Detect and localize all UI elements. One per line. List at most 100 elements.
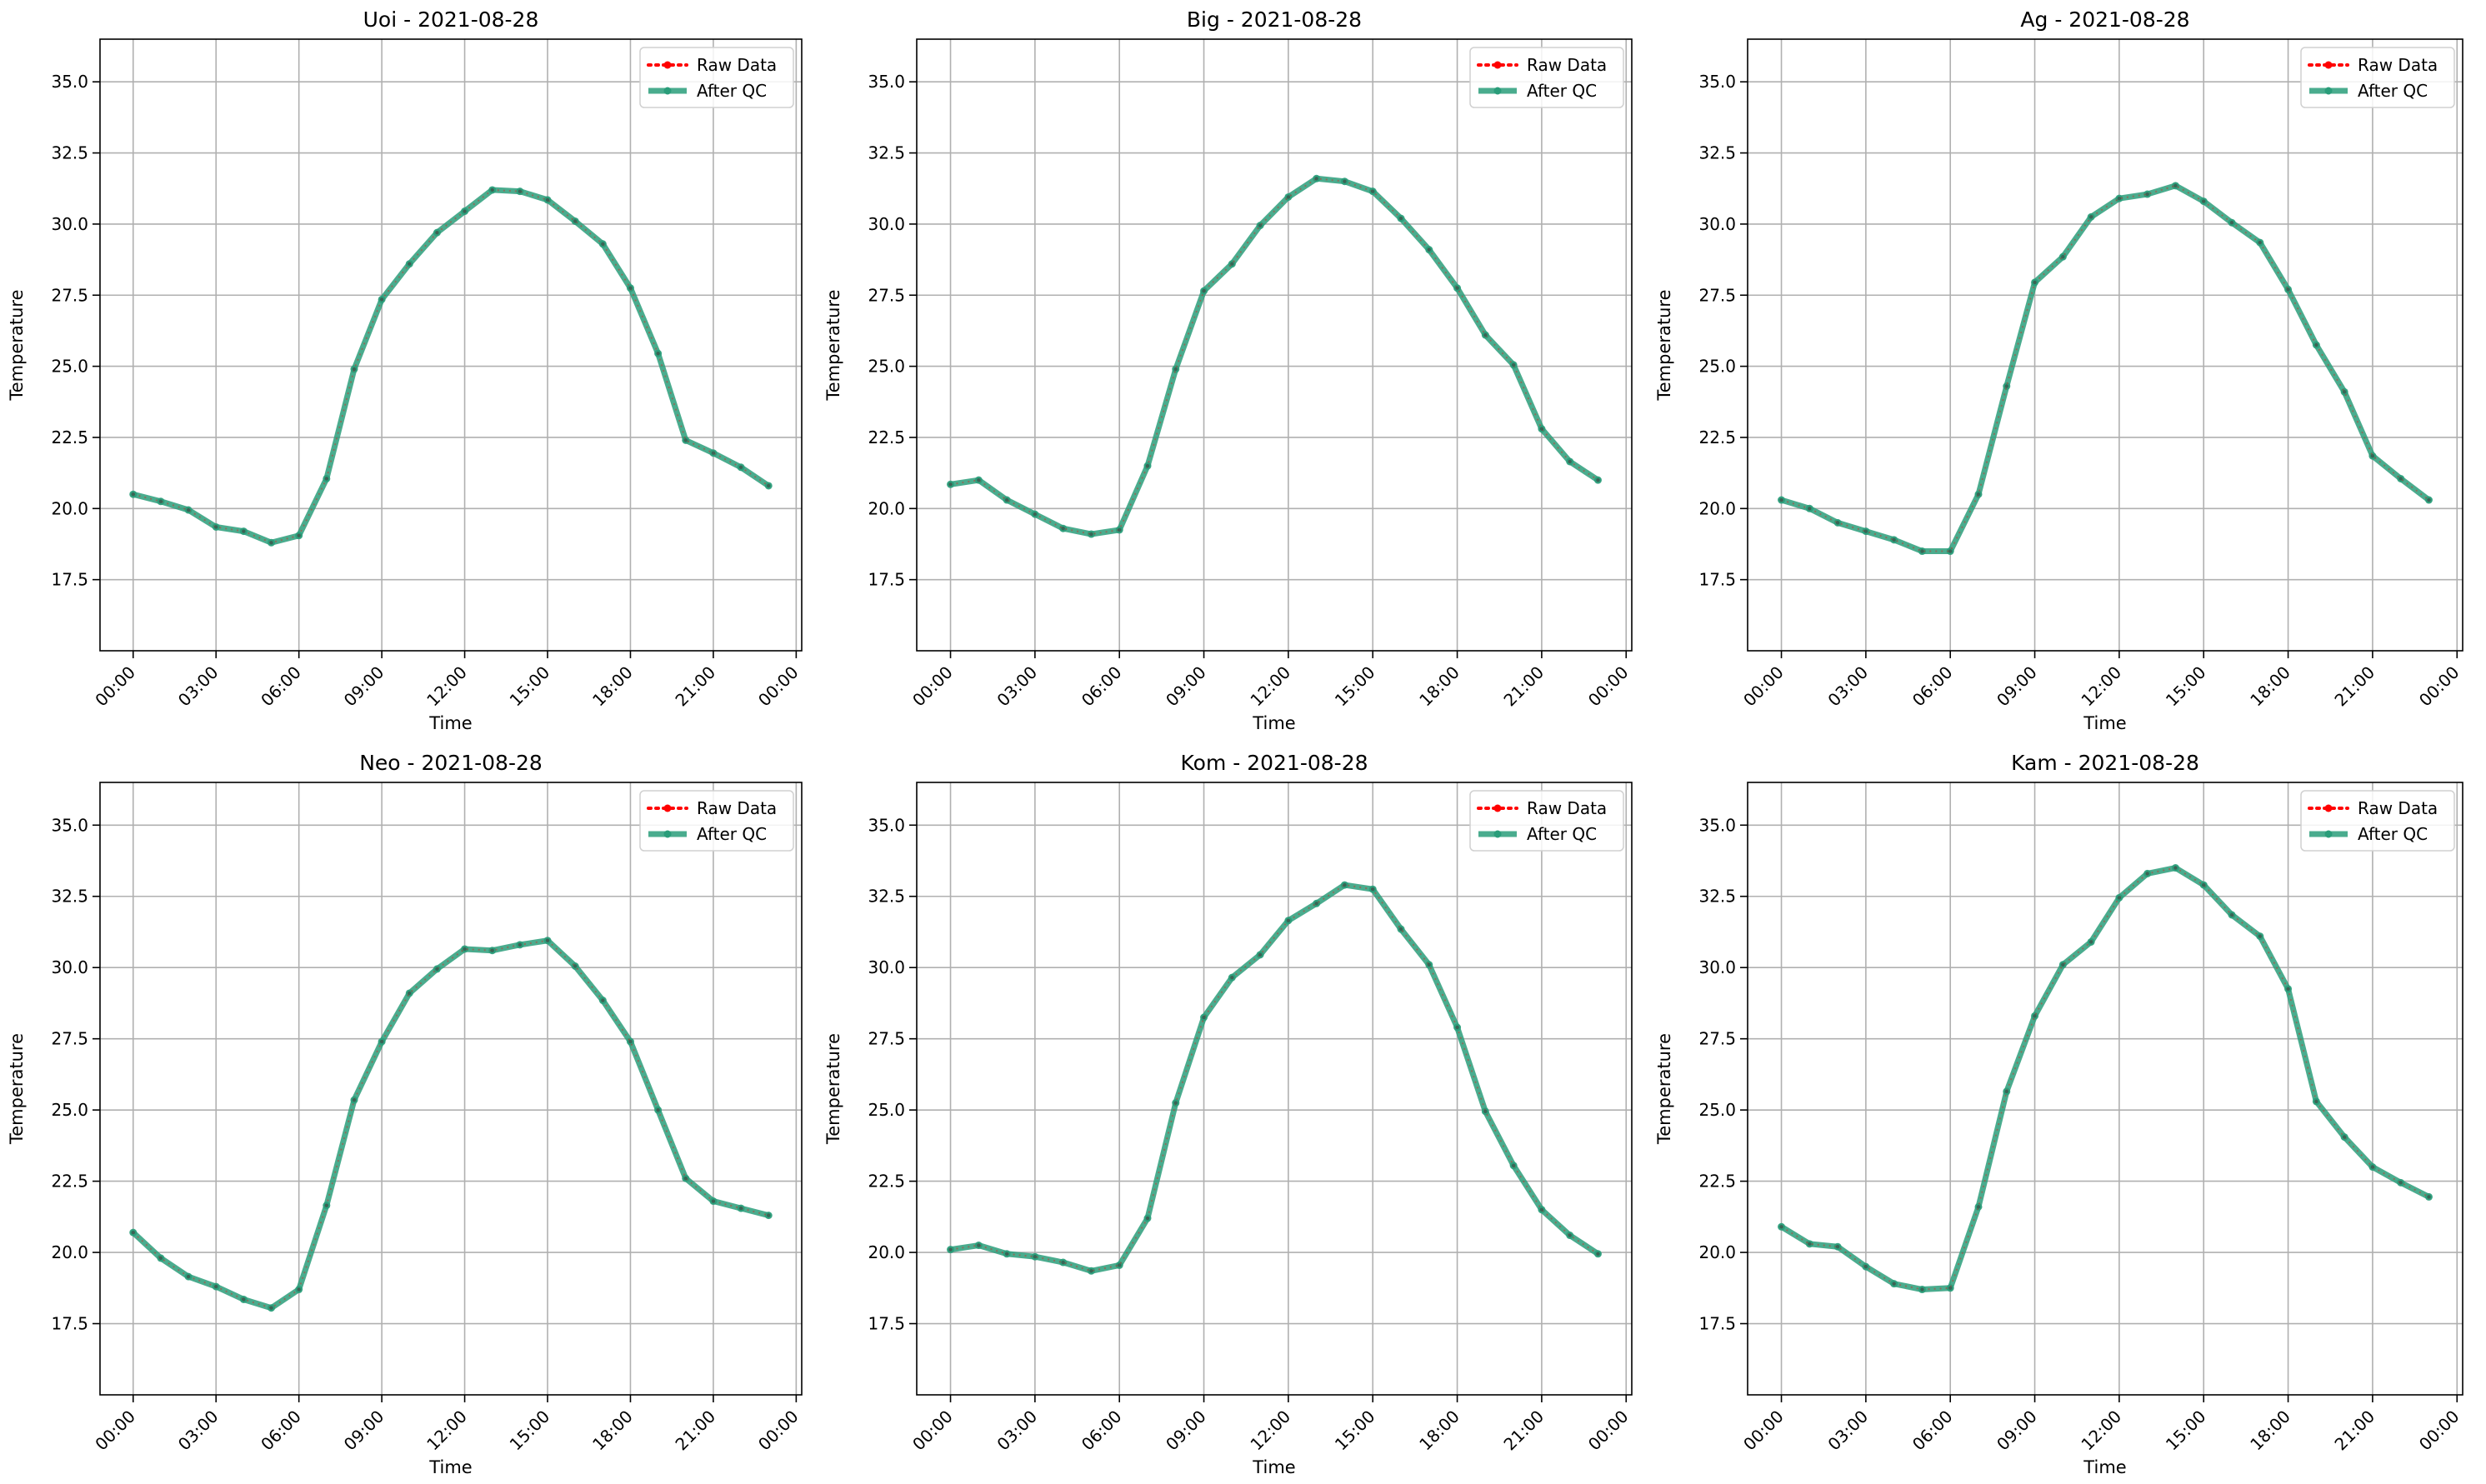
x-tick-label: 15:00 xyxy=(1331,1407,1379,1455)
point-raw xyxy=(2398,477,2403,481)
point-raw xyxy=(1371,887,1375,892)
point-raw xyxy=(711,1199,716,1203)
x-tick-label: 00:00 xyxy=(908,1407,957,1455)
point-raw xyxy=(1230,262,1234,266)
y-tick-label: 32.5 xyxy=(51,887,88,907)
y-tick-label: 20.0 xyxy=(1698,1242,1736,1262)
y-tick-label: 25.0 xyxy=(51,1100,88,1120)
point-raw xyxy=(1920,549,1924,553)
x-tick-label: 06:00 xyxy=(1908,662,1957,711)
point-raw xyxy=(2314,342,2318,347)
x-tick-label: 12:00 xyxy=(2077,662,2125,711)
axes-frame xyxy=(99,38,803,652)
point-raw xyxy=(1863,529,1868,533)
x-tick-label: 03:00 xyxy=(174,1407,223,1455)
x-tick-label: 00:00 xyxy=(908,662,957,711)
point-raw xyxy=(1835,521,1840,525)
legend-marker-after-qc xyxy=(663,87,672,95)
point-raw xyxy=(545,197,550,202)
y-tick-label: 22.5 xyxy=(51,427,88,447)
point-raw xyxy=(1568,1233,1572,1237)
point-raw xyxy=(1398,216,1403,221)
x-tick-label: 21:00 xyxy=(1499,1407,1548,1455)
x-axis-label: Time xyxy=(1252,713,1295,733)
y-tick-label: 17.5 xyxy=(1698,1314,1736,1334)
point-raw xyxy=(324,477,329,481)
x-tick-label: 15:00 xyxy=(506,1407,554,1455)
x-axis-label: Time xyxy=(428,1457,472,1477)
point-raw xyxy=(158,1256,163,1261)
point-raw xyxy=(948,1247,953,1252)
point-raw xyxy=(324,1203,329,1207)
point-raw xyxy=(628,286,633,290)
y-tick-label: 35.0 xyxy=(51,815,88,835)
point-raw xyxy=(2398,1181,2403,1185)
point-raw xyxy=(408,262,412,266)
point-raw xyxy=(269,541,273,545)
x-tick-label: 00:00 xyxy=(754,1407,803,1455)
x-tick-label: 06:00 xyxy=(1078,1407,1126,1455)
point-raw xyxy=(1061,1260,1065,1265)
x-tick-label: 15:00 xyxy=(506,662,554,711)
plot-area xyxy=(100,39,802,651)
x-tick-label: 00:00 xyxy=(1739,1407,1788,1455)
y-tick-label: 27.5 xyxy=(51,285,88,305)
point-raw xyxy=(1398,927,1403,932)
x-tick-label: 00:00 xyxy=(2415,1407,2463,1455)
point-raw xyxy=(2173,866,2178,870)
point-raw xyxy=(1455,286,1459,290)
y-tick-label: 30.0 xyxy=(868,957,905,977)
point-raw xyxy=(242,1297,246,1302)
y-axis-label: Temperature xyxy=(7,289,27,401)
y-axis-label: Temperature xyxy=(7,1033,27,1145)
x-tick-label: 00:00 xyxy=(91,1407,139,1455)
point-raw xyxy=(352,1097,357,1102)
point-raw xyxy=(131,492,135,497)
y-tick-label: 35.0 xyxy=(868,815,905,835)
legend-label-raw: Raw Data xyxy=(2358,798,2438,818)
x-tick-label: 18:00 xyxy=(1415,1407,1463,1455)
x-tick-label: 06:00 xyxy=(257,662,305,711)
point-raw xyxy=(2342,390,2347,394)
point-raw xyxy=(1596,1252,1600,1256)
point-raw xyxy=(2145,192,2149,197)
y-axis-label: Temperature xyxy=(1654,1033,1674,1145)
chart-title: Ag - 2021-08-28 xyxy=(2020,7,2189,32)
point-raw xyxy=(2088,215,2093,219)
y-tick-label: 17.5 xyxy=(868,570,905,590)
point-raw xyxy=(158,499,163,503)
axes-frame xyxy=(916,782,1633,1396)
point-raw xyxy=(1511,362,1516,367)
series-line-after-qc xyxy=(130,187,772,546)
legend-label-after-qc: After QC xyxy=(697,824,767,844)
point-raw xyxy=(2370,1165,2375,1169)
legend-marker-raw xyxy=(663,61,672,69)
x-tick-label: 12:00 xyxy=(423,662,471,711)
x-tick-label: 21:00 xyxy=(1499,662,1548,711)
plot-area xyxy=(917,782,1632,1395)
point-raw xyxy=(297,533,301,537)
point-raw xyxy=(573,219,578,223)
axes-frame xyxy=(1747,38,2463,652)
point-raw xyxy=(683,438,688,442)
point-raw xyxy=(1118,1263,1122,1267)
point-raw xyxy=(408,991,412,996)
point-raw xyxy=(214,525,218,529)
point-raw xyxy=(2258,240,2262,245)
legend-label-after-qc: After QC xyxy=(2358,824,2428,844)
y-tick-label: 25.0 xyxy=(868,1100,905,1120)
point-raw xyxy=(1004,1252,1009,1256)
point-raw xyxy=(1920,1287,1924,1292)
x-tick-label: 21:00 xyxy=(2330,1407,2378,1455)
legend-label-raw: Raw Data xyxy=(1527,798,1607,818)
point-raw xyxy=(767,1213,771,1217)
x-tick-label: 18:00 xyxy=(2246,662,2294,711)
point-raw xyxy=(1455,1025,1459,1030)
legend-label-raw: Raw Data xyxy=(2358,55,2438,75)
y-tick-label: 17.5 xyxy=(1698,570,1736,590)
point-raw xyxy=(518,942,523,947)
y-tick-label: 27.5 xyxy=(51,1029,88,1049)
x-tick-label: 03:00 xyxy=(993,1407,1041,1455)
chart-panel: 00:00 03:00 06:00 09:00 12:00 15:00 18:00 21:00… xyxy=(7,7,803,733)
